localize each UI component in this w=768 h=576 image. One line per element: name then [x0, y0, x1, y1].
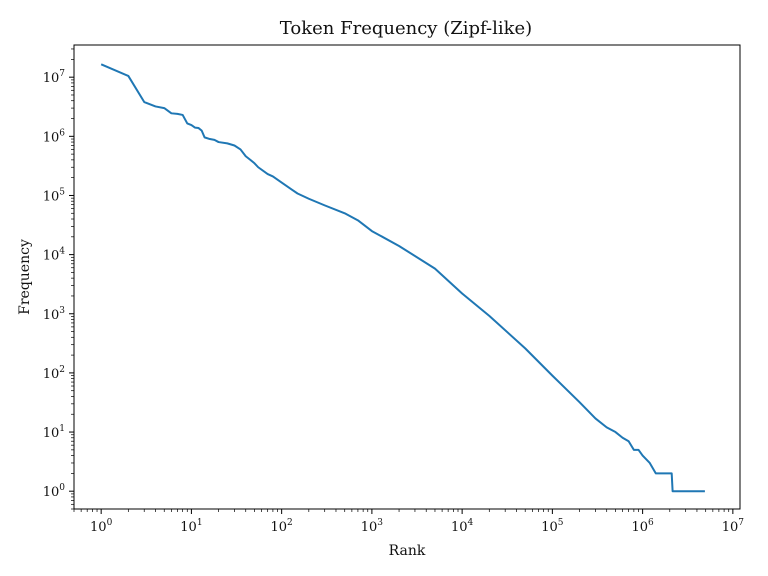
y-tick-label-6: 106	[43, 128, 66, 145]
series-line	[100, 63, 705, 493]
plot-area	[73, 44, 741, 510]
chart-title: Token Frequency (Zipf-like)	[280, 18, 532, 39]
x-axis-label: Rank	[389, 543, 426, 559]
y-tick-label-4: 104	[43, 247, 66, 264]
y-tick-label-3: 103	[43, 306, 66, 323]
x-tick-label-7: 107	[722, 518, 745, 535]
x-tick-label-6: 106	[631, 518, 654, 535]
x-tick-label-2: 102	[271, 518, 293, 535]
x-axis: 100 101 102 103 104 105 106 107	[73, 509, 745, 535]
y-tick-label-5: 105	[43, 187, 66, 204]
x-tick-label-4: 104	[451, 518, 474, 535]
x-tick-label-0: 100	[90, 518, 113, 535]
x-tick-label-5: 105	[541, 518, 564, 535]
y-tick-label-2: 102	[43, 365, 65, 382]
y-tick-label-1: 101	[43, 424, 65, 441]
y-axis: 100 101 102 103 104 105 106 107	[43, 48, 74, 510]
y-tick-label-0: 100	[43, 483, 66, 500]
x-tick-label-3: 103	[361, 518, 384, 535]
y-axis-label: Frequency	[17, 239, 33, 315]
x-tick-label-1: 101	[180, 518, 202, 535]
y-tick-label-7: 107	[43, 69, 66, 86]
